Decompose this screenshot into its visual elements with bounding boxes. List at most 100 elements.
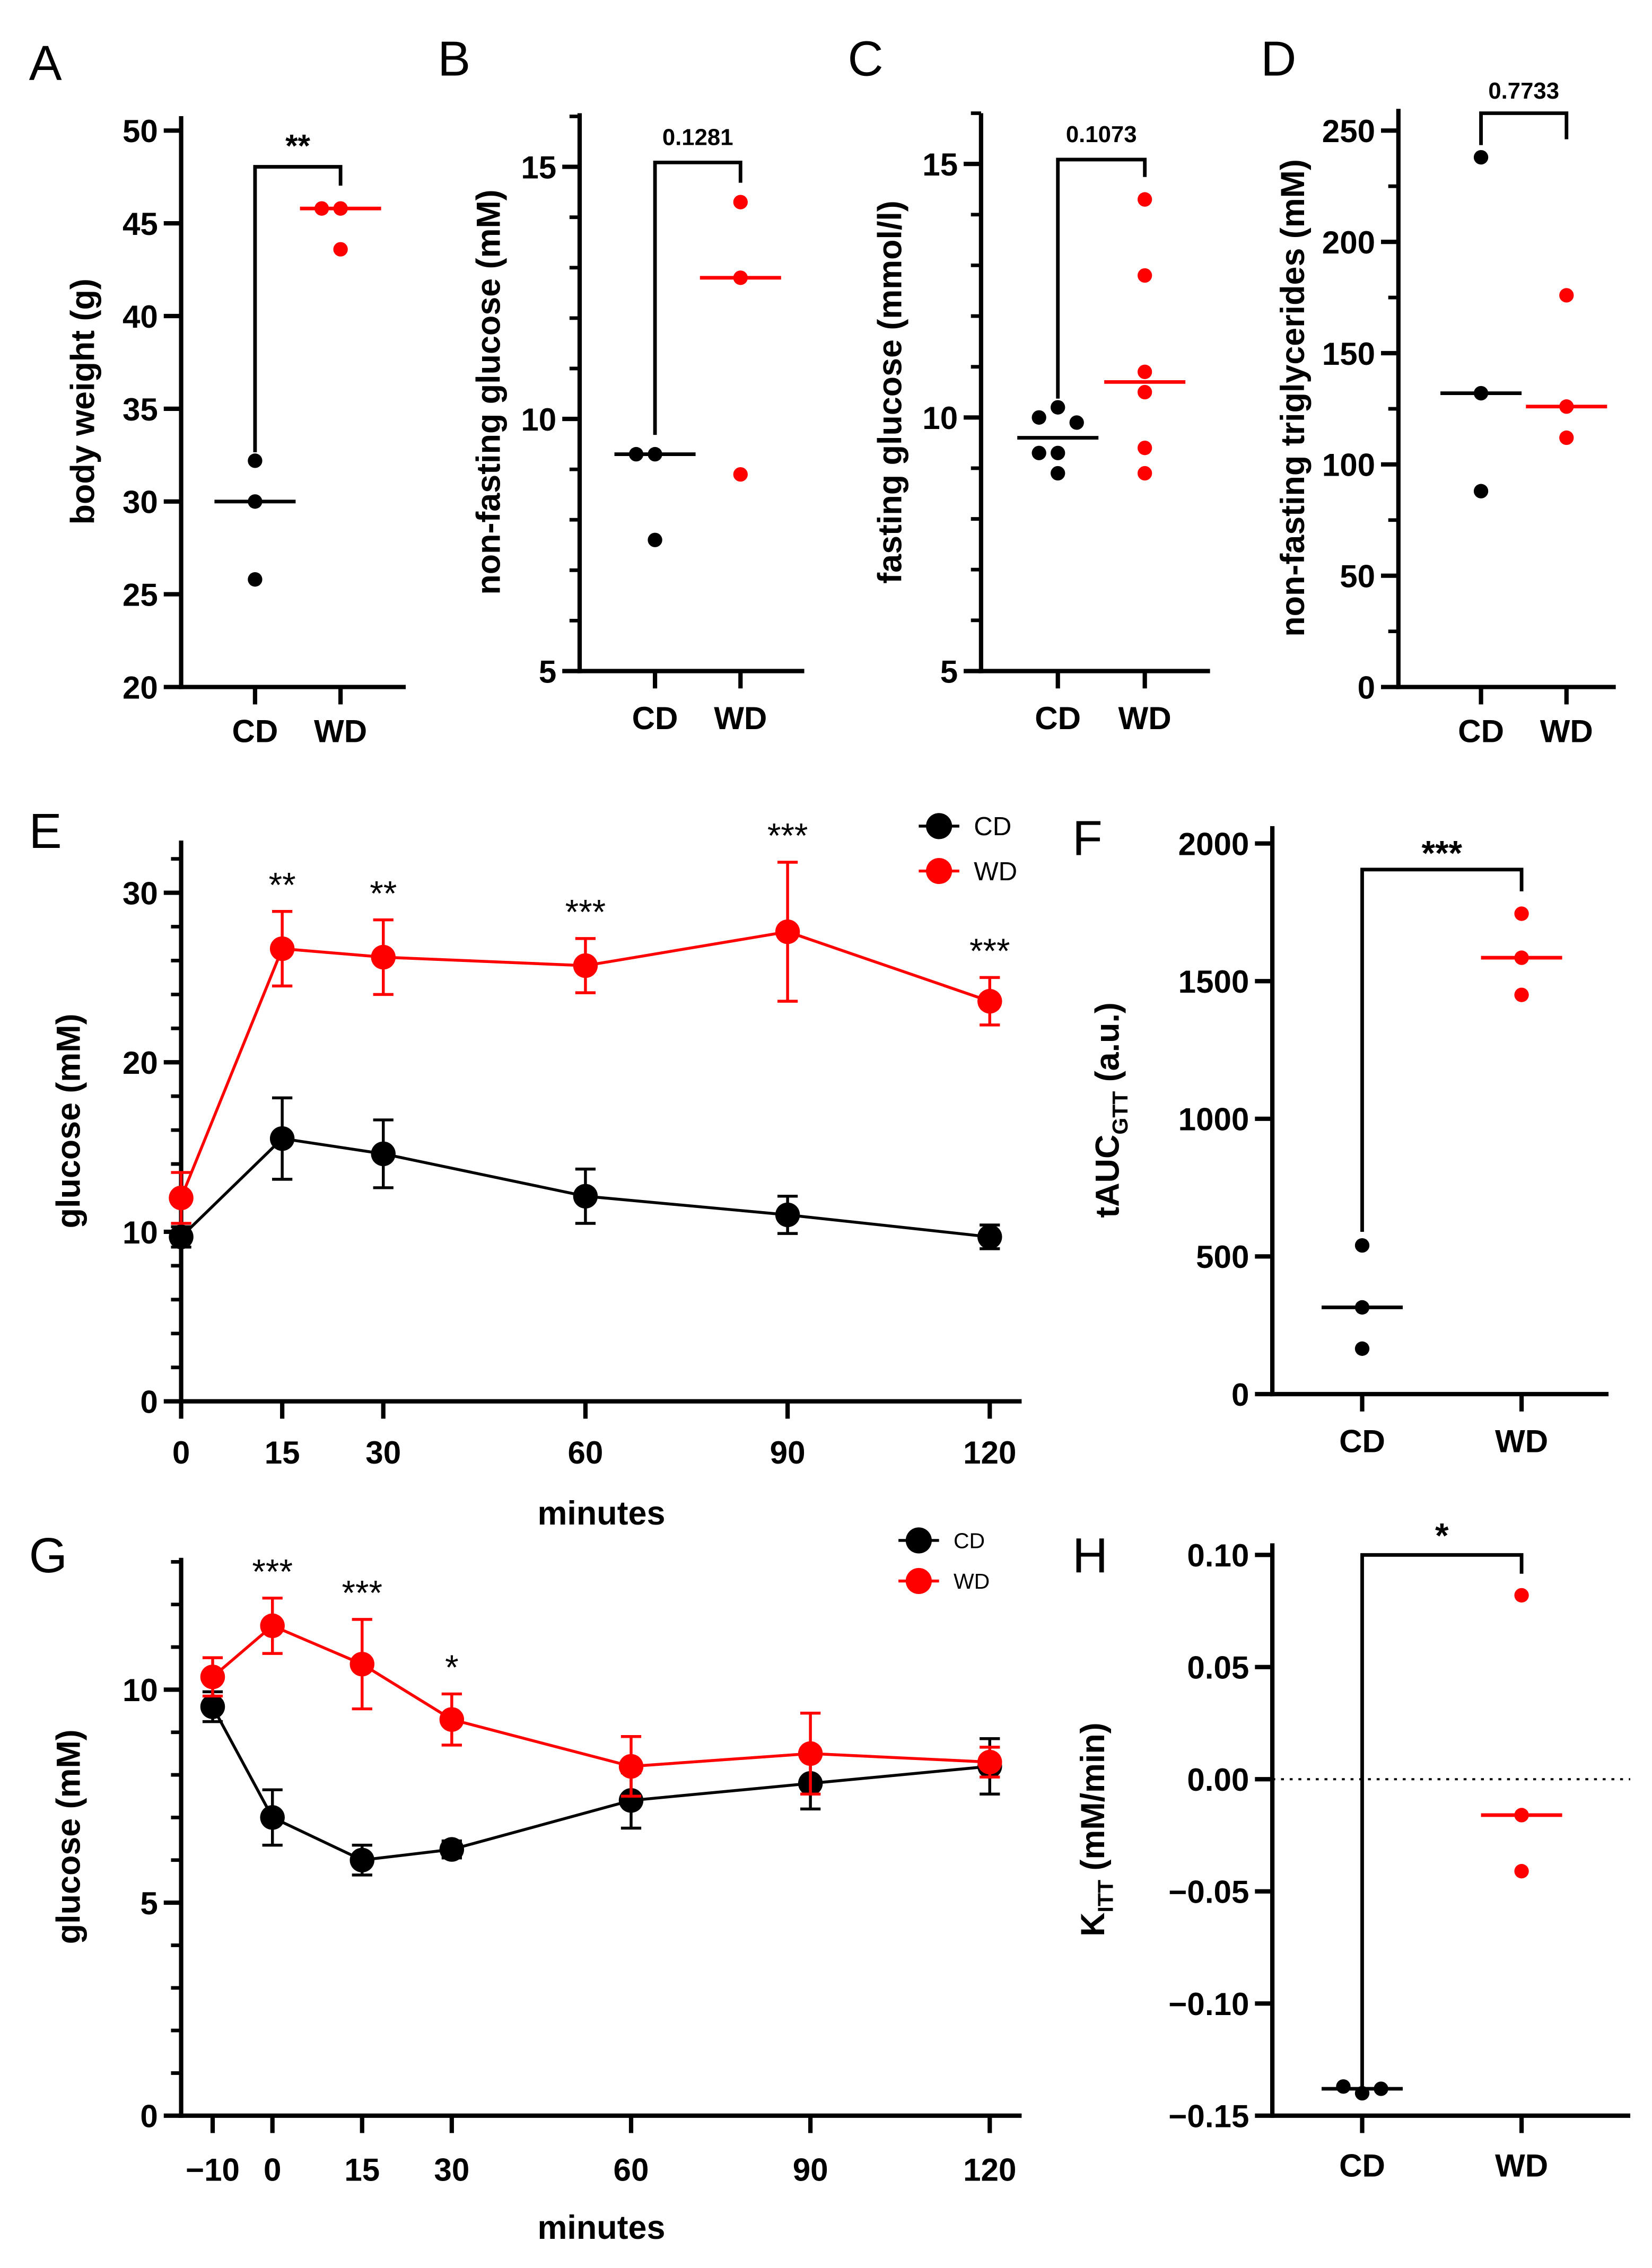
y-axis-label-main: tAUC bbox=[1089, 1135, 1126, 1218]
data-point-wd bbox=[333, 201, 348, 216]
data-point-wd bbox=[1514, 906, 1529, 921]
y-tick-label: 0 bbox=[140, 1384, 158, 1420]
legend-marker-wd bbox=[926, 857, 952, 885]
data-point-wd bbox=[1137, 268, 1152, 283]
y-tick-label: 2000 bbox=[1178, 827, 1249, 862]
data-point-wd bbox=[775, 919, 800, 944]
data-point-cd bbox=[349, 1847, 374, 1872]
data-point-wd bbox=[439, 1707, 465, 1732]
data-point-wd bbox=[1137, 192, 1152, 207]
data-point-cd bbox=[1374, 2081, 1388, 2096]
y-tick-label: 0 bbox=[1358, 670, 1375, 705]
data-point-wd bbox=[1137, 466, 1152, 481]
data-point-wd bbox=[1137, 384, 1152, 400]
data-point-cd bbox=[1051, 400, 1065, 415]
data-point-cd bbox=[248, 494, 263, 509]
x-tick-label: 120 bbox=[963, 1435, 1016, 1470]
data-point-cd bbox=[648, 532, 662, 547]
y-tick-label: 30 bbox=[123, 875, 158, 911]
y-axis-label: non-fasting triglycerides (mM) bbox=[1274, 159, 1312, 637]
data-point-cd bbox=[1473, 386, 1489, 401]
y-tick-label: 5 bbox=[539, 654, 556, 689]
y-tick-label: −0.10 bbox=[1168, 1986, 1249, 2022]
y-axis-label-unit: (a.u.) bbox=[1089, 1002, 1126, 1091]
category-label: WD bbox=[1118, 700, 1172, 736]
data-point-wd bbox=[349, 1651, 374, 1677]
y-tick-label: 0.10 bbox=[1187, 1538, 1249, 1573]
category-label: CD bbox=[1458, 713, 1504, 749]
comparison-label: * bbox=[1435, 1517, 1449, 1555]
y-tick-label: −0.15 bbox=[1168, 2099, 1249, 2134]
legend-label-wd: WD bbox=[974, 857, 1017, 886]
y-tick-label: 10 bbox=[123, 1672, 158, 1708]
x-tick-label: 120 bbox=[963, 2152, 1016, 2188]
data-point-wd bbox=[314, 201, 329, 216]
x-tick-label: 15 bbox=[265, 1435, 300, 1470]
x-axis-label: minutes bbox=[538, 2209, 666, 2246]
category-label: WD bbox=[314, 713, 367, 749]
data-point-cd bbox=[628, 446, 644, 462]
x-tick-label: 60 bbox=[614, 2152, 649, 2188]
data-point-wd bbox=[733, 467, 748, 482]
panel-h: 0.10 0.05 0.00 −0.05 −0.10 −0.15 KITT (mM/min)… bbox=[1072, 1517, 1631, 2184]
legend-marker-cd bbox=[926, 813, 952, 839]
data-point-wd bbox=[1514, 1864, 1529, 1879]
y-tick-label: 100 bbox=[1322, 448, 1375, 483]
panel-label: B bbox=[438, 31, 470, 86]
data-point-wd bbox=[977, 988, 1002, 1014]
x-tick-label: −10 bbox=[186, 2152, 240, 2188]
data-point-cd bbox=[775, 1202, 800, 1228]
x-tick-label: 60 bbox=[567, 1435, 603, 1470]
data-point-wd bbox=[1514, 987, 1529, 1002]
data-point-cd bbox=[371, 1141, 396, 1167]
y-axis-label-sub: ITT bbox=[1094, 1880, 1118, 1912]
data-point-cd bbox=[1051, 466, 1065, 481]
x-tick-label: 30 bbox=[434, 2152, 469, 2188]
panel-label: C bbox=[847, 31, 883, 86]
x-axis-label: minutes bbox=[538, 1495, 666, 1532]
data-point-cd bbox=[573, 1184, 598, 1209]
y-tick-label: 5 bbox=[140, 1886, 158, 1921]
data-point-wd bbox=[371, 944, 396, 970]
data-point-wd bbox=[269, 936, 295, 961]
significance-label: *** bbox=[342, 1574, 382, 1613]
x-tick-label: 15 bbox=[344, 2152, 380, 2188]
y-axis-label: fasting glucose (mmol/l) bbox=[872, 200, 909, 584]
y-tick-label: 45 bbox=[123, 206, 158, 242]
data-point-wd bbox=[618, 1754, 644, 1779]
y-axis-label-sub: GTT bbox=[1108, 1091, 1132, 1135]
panel-label: A bbox=[29, 36, 62, 91]
comparison-label: 0.7733 bbox=[1488, 78, 1559, 104]
x-tick-label: 90 bbox=[793, 2152, 828, 2188]
y-tick-label: 10 bbox=[123, 1215, 158, 1250]
category-label: CD bbox=[1035, 700, 1081, 736]
legend-marker-wd bbox=[905, 1568, 932, 1595]
x-tick-label: 0 bbox=[264, 2152, 281, 2188]
x-tick-label: 0 bbox=[172, 1435, 190, 1470]
significance-label: *** bbox=[252, 1552, 293, 1591]
panel-label: D bbox=[1261, 31, 1296, 86]
y-tick-label: 35 bbox=[123, 392, 158, 427]
comparison-bracket bbox=[1360, 1553, 1524, 2087]
data-point-cd bbox=[439, 1837, 465, 1862]
y-tick-label: 50 bbox=[123, 113, 158, 149]
data-point-cd bbox=[1336, 2079, 1351, 2094]
panel-c: 5 10 15 fasting glucose (mmol/l) C CD WD 0.1073 bbox=[847, 31, 1210, 736]
data-point-cd bbox=[1354, 1300, 1370, 1315]
significance-label: ** bbox=[370, 874, 397, 913]
y-tick-label: 200 bbox=[1322, 225, 1375, 260]
y-axis-label: glucose (mM) bbox=[50, 1729, 87, 1944]
y-axis-label: body weight (g) bbox=[65, 278, 102, 524]
y-tick-label: 15 bbox=[521, 150, 556, 185]
y-tick-label: 1000 bbox=[1178, 1102, 1249, 1137]
panel-f: 0 500 1000 1500 2000 tAUCGTT (a.u.) F CD WD *** bbox=[1072, 811, 1609, 1459]
category-label: WD bbox=[1495, 1423, 1548, 1459]
panel-label: E bbox=[29, 803, 62, 859]
comparison-bracket bbox=[1056, 157, 1147, 399]
data-point-wd bbox=[573, 953, 598, 978]
y-tick-label: 30 bbox=[123, 485, 158, 520]
y-tick-label: 0.05 bbox=[1187, 1650, 1249, 1686]
data-point-wd bbox=[1514, 1808, 1529, 1823]
comparison-bracket bbox=[253, 165, 343, 452]
legend-label-wd: WD bbox=[954, 1569, 990, 1593]
